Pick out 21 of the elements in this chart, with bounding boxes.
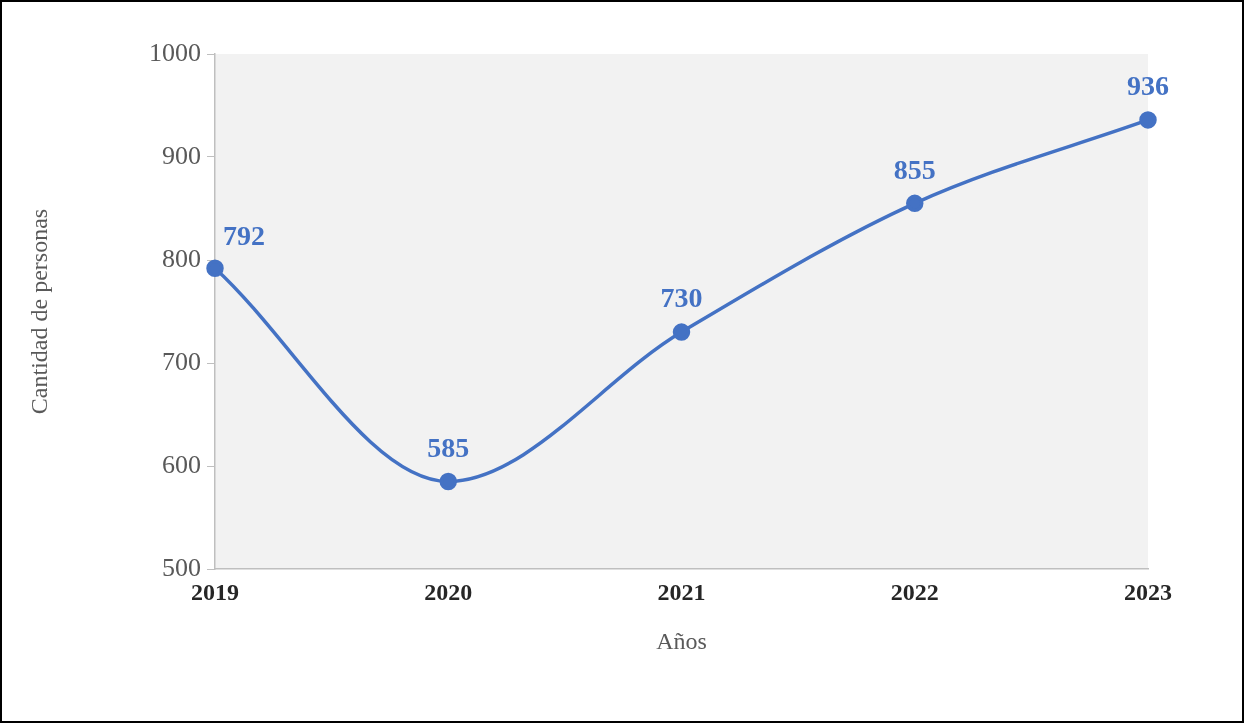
point — [672, 323, 691, 341]
y-tick-label: 800 — [162, 243, 201, 273]
y-tick-label: 1000 — [149, 37, 201, 67]
x-tick-label: 2023 — [1124, 578, 1172, 605]
y-axis-title: Cantidad de personas — [25, 208, 52, 415]
data-label: 730 — [660, 282, 703, 314]
x-tick-label: 2020 — [424, 578, 473, 605]
point — [439, 472, 457, 491]
data-label: 855 — [893, 153, 936, 185]
point — [206, 259, 224, 277]
point — [1139, 111, 1157, 129]
point — [906, 194, 924, 213]
y-tick-label: 600 — [162, 449, 201, 479]
data-label: 792 — [223, 220, 265, 252]
y-tick-label: 900 — [162, 140, 201, 170]
x-axis-title: Años — [656, 627, 707, 654]
data-label: 936 — [1127, 70, 1169, 102]
y-tick-label: 700 — [162, 346, 201, 376]
x-tick-label: 2021 — [657, 578, 706, 605]
data-label: 585 — [427, 431, 470, 463]
x-tick-label: 2022 — [890, 578, 939, 605]
